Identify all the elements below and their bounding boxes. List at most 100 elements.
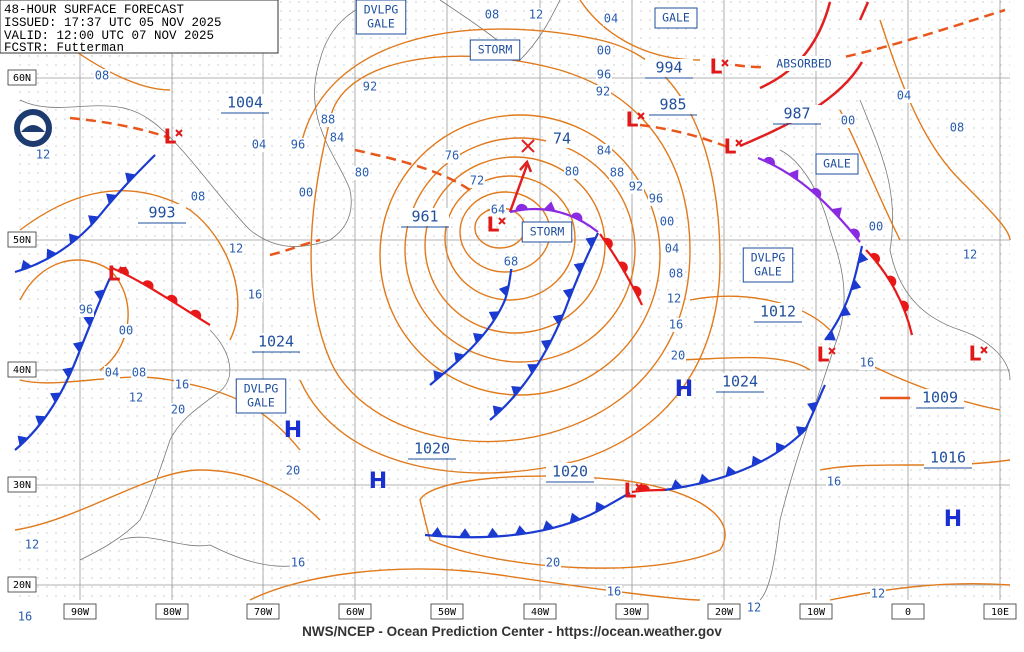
front-triangle <box>83 315 94 327</box>
cold-front <box>14 277 111 451</box>
front-semicircle <box>850 228 860 240</box>
longitude-label: 10E <box>991 607 1009 618</box>
isobar-label: 20 <box>546 556 560 570</box>
front-semicircle <box>810 188 822 199</box>
low-x <box>637 112 645 120</box>
front-triangle <box>498 285 509 297</box>
isobar-label: 16 <box>860 356 874 370</box>
isobar-label-bg <box>251 138 267 152</box>
low-x <box>828 347 836 355</box>
isobar-label-bg <box>606 585 622 599</box>
isobar-label: 08 <box>191 190 205 204</box>
isobar-label: 84 <box>330 131 344 145</box>
front-triangle <box>511 385 522 397</box>
isobar-label: 08 <box>950 121 964 135</box>
low-x <box>980 346 988 354</box>
warning-text: STORM <box>478 43 513 57</box>
front-triangle <box>751 455 763 467</box>
pressure-label-bg <box>924 449 972 467</box>
isobar-label-bg <box>247 288 263 302</box>
front-triangle <box>725 465 737 477</box>
isobar-label: 08 <box>485 8 499 22</box>
isobar-label-bg <box>564 165 580 179</box>
pressure-label-bg <box>408 440 456 458</box>
isobar-label: 88 <box>321 113 335 127</box>
isobar-label: 80 <box>355 166 369 180</box>
longitude-label: 50W <box>438 607 457 618</box>
isobar-label: 08 <box>132 366 146 380</box>
isobar-label: 00 <box>841 114 855 128</box>
front-triangle <box>492 405 504 417</box>
low-x <box>735 139 743 147</box>
isobar-label: 84 <box>597 144 611 158</box>
isobar-label-bg <box>329 131 345 145</box>
isobar-label-bg <box>826 475 842 489</box>
front-triangle <box>68 233 80 245</box>
isobar-label-bg <box>896 89 912 103</box>
occl-front <box>757 156 861 243</box>
front-triangle <box>17 435 29 447</box>
pressure-label-bg <box>716 373 764 391</box>
front-triangle <box>106 193 117 205</box>
front-triangle <box>72 341 84 353</box>
longitude-label: 70W <box>254 607 273 618</box>
warning-box <box>355 0 407 35</box>
isobar-label: 96 <box>79 303 93 317</box>
front-semicircle <box>570 212 583 222</box>
low-symbol: L <box>487 213 500 237</box>
front-triangle <box>94 289 105 301</box>
isobar-label: 92 <box>596 85 610 99</box>
longitude-label-box <box>615 603 649 620</box>
isobar-label-bg <box>128 391 144 405</box>
front-triangle <box>20 259 32 271</box>
isobar-label-bg <box>528 8 544 22</box>
isobar-label: 12 <box>129 391 143 405</box>
header-box <box>0 0 279 54</box>
longitude-label-box <box>523 603 557 620</box>
pressure-label-bg <box>916 389 964 407</box>
isobar-label-bg <box>285 464 301 478</box>
isobar-label-bg <box>596 44 612 58</box>
isobar-label: 04 <box>665 242 679 256</box>
front-triangle <box>585 236 597 248</box>
isobar-label-bg <box>659 215 675 229</box>
warning-text: DVLPG <box>244 382 279 396</box>
isobar-label: 12 <box>747 601 761 615</box>
longitude-label-box <box>155 603 189 620</box>
warm-front <box>865 249 914 336</box>
front-triangle <box>540 339 552 351</box>
high-symbol: H <box>369 469 387 494</box>
low-symbol: L <box>624 479 637 503</box>
latitude-label: 50N <box>13 235 31 246</box>
pressure-label: 1012 <box>760 303 796 321</box>
cold-front <box>489 232 599 421</box>
latitude-label: 60N <box>13 73 31 84</box>
low-symbol: L <box>710 55 723 79</box>
warning-text: DVLPG <box>751 251 786 265</box>
front-triangle <box>807 401 818 413</box>
pressure-label: 1004 <box>227 94 263 112</box>
isobar-label: 04 <box>252 138 266 152</box>
warning-text: GALE <box>754 265 782 279</box>
front-triangle <box>858 251 869 264</box>
front-triangle <box>542 520 555 531</box>
isobar-label-bg <box>595 85 611 99</box>
warm-front <box>631 488 666 494</box>
front-semicircle <box>190 309 202 319</box>
front-semicircle <box>166 294 178 304</box>
front-triangle <box>569 512 581 524</box>
latitude-label: 20N <box>13 580 31 591</box>
pressure-label: 994 <box>655 59 682 77</box>
front-triangle <box>788 169 799 181</box>
isobar-label: 96 <box>597 68 611 82</box>
isobar-label-bg <box>362 80 378 94</box>
front-triangle <box>125 172 136 184</box>
latitude-label: 40N <box>13 365 31 376</box>
front-triangle <box>543 201 556 212</box>
pressure-label: 1024 <box>258 333 294 351</box>
isobar-label-bg <box>131 366 147 380</box>
low-symbol: L <box>108 262 121 286</box>
isobar-label-bg <box>24 538 40 552</box>
front-semicircle <box>142 280 154 290</box>
isobar-label: 20 <box>286 464 300 478</box>
